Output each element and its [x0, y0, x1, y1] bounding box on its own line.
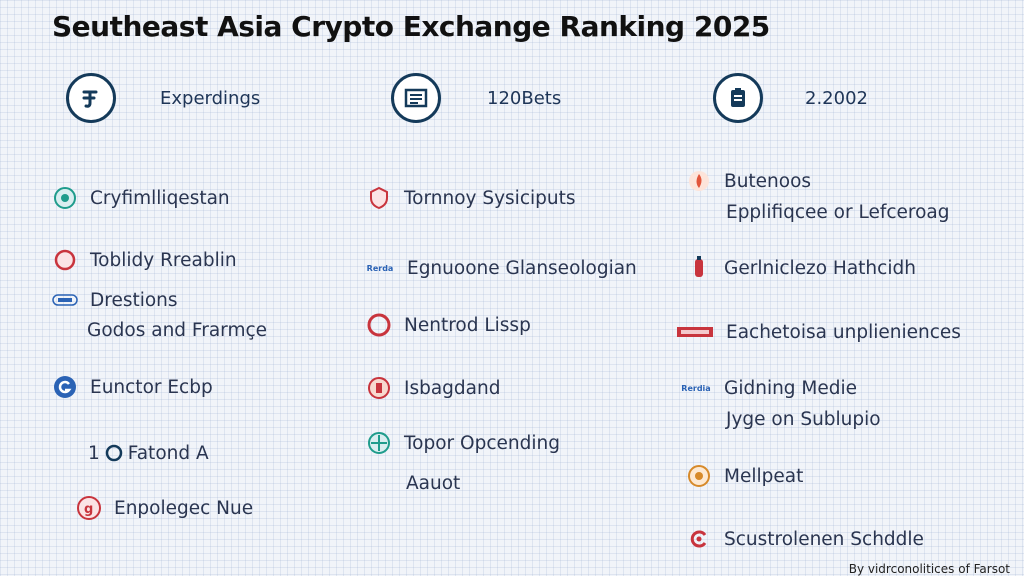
list-item: g Enpolegec Nue	[76, 495, 253, 521]
ring-icon	[104, 440, 124, 466]
card-icon	[676, 319, 714, 345]
list-item: 1 Fatond A	[88, 440, 209, 466]
flame-icon	[686, 168, 712, 194]
credit-text: By vidrconolitices of Farsot	[848, 562, 1010, 576]
coin-icon	[686, 463, 712, 489]
chip-icon	[52, 287, 78, 313]
list-item-text: Epplifiqcee or Lefceroag	[726, 202, 950, 223]
list-item: Nentrod Lissp	[366, 312, 531, 338]
globe-icon	[52, 185, 78, 211]
brand-tag-icon: Rerdia	[681, 383, 711, 393]
coin-icon	[366, 375, 392, 401]
clipboard-icon	[713, 73, 763, 123]
stat-label: 120Bets	[487, 87, 562, 109]
list-item-text: Godos and Frarmçe	[87, 320, 268, 341]
stat-experdings: Experdings	[66, 70, 260, 126]
list-item: Eunctor Ecbp	[52, 374, 213, 400]
list-item: Isbagdand	[366, 375, 500, 401]
list-item-text: Jyge on Sublupio	[726, 409, 881, 430]
list-item: Drestions	[52, 287, 178, 313]
calendar-icon	[391, 73, 441, 123]
globe-icon	[366, 430, 392, 456]
shield-icon	[366, 185, 392, 211]
bottle-icon	[686, 255, 712, 281]
brand-tag-icon: Rerda	[366, 263, 394, 273]
list-item: Eachetoisa unplieniences	[676, 319, 961, 345]
list-item: Scustrolenen Schddle	[686, 526, 924, 552]
stat-bets: 120Bets	[391, 70, 561, 126]
list-item: Tornnoy Sysiciputs	[366, 185, 576, 211]
badge-icon: g	[76, 495, 102, 521]
svg-text:g: g	[84, 502, 93, 517]
stat-label: 2.2002	[805, 87, 868, 109]
g-logo-icon	[52, 374, 78, 400]
list-item: Mellpeat	[686, 463, 803, 489]
list-item: Topor Opcending	[366, 430, 560, 456]
list-item: Rerdia Gidning Medie	[678, 375, 857, 401]
stat-value: 2.2002	[713, 70, 868, 126]
list-item: Cryfimlliqestan	[52, 185, 230, 211]
list-item: Toblidy Rreablin	[52, 247, 237, 273]
ring-icon	[366, 312, 392, 338]
list-item: Butenoos	[686, 168, 811, 194]
swirl-icon	[686, 526, 712, 552]
list-item: Rerda Egnuoone Glanseologian	[363, 255, 637, 281]
list-item-text: Aauot	[406, 473, 461, 494]
currency-icon	[66, 73, 116, 123]
stat-label: Experdings	[160, 87, 261, 109]
coin-icon	[52, 247, 78, 273]
page-title: Seutheast Asia Crypto Exchange Ranking 2…	[52, 10, 770, 43]
list-item: Gerlniclezo Hathcidh	[686, 255, 916, 281]
